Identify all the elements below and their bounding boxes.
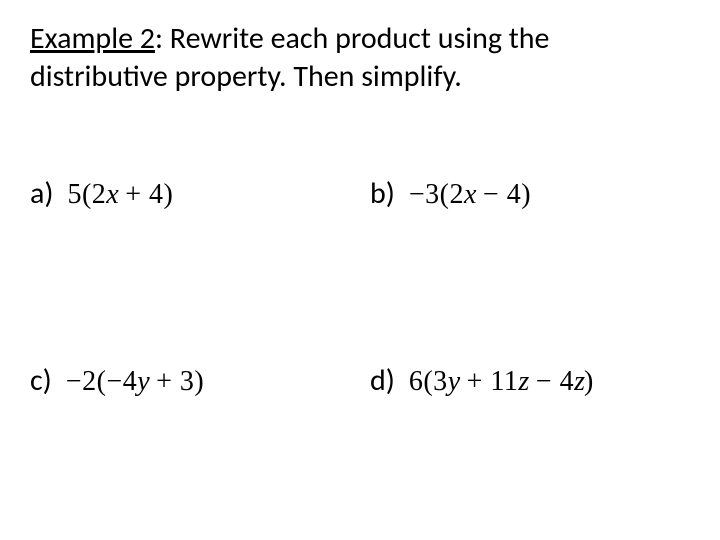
- expr-var: x: [106, 179, 117, 210]
- page: Example 2: Rewrite each product using th…: [0, 0, 720, 540]
- expr-var: y: [137, 366, 148, 397]
- expr-coef: −2(−4: [66, 366, 137, 397]
- expr-var: x: [464, 179, 475, 210]
- expr-mid: − 4: [528, 366, 574, 397]
- example-heading: Example 2: Rewrite each product using th…: [30, 20, 690, 95]
- example-label: Example 2: [30, 20, 155, 57]
- expr-coef: 6(3: [409, 366, 448, 397]
- problem-d-label: d): [370, 362, 395, 399]
- problem-c-expression: −2(−4y + 3): [66, 366, 204, 398]
- expr-coef: 5(2: [67, 179, 106, 210]
- expr-tail: − 4): [475, 179, 531, 210]
- problem-c-label: c): [30, 362, 52, 399]
- problem-a: a) 5(2x + 4): [30, 175, 350, 212]
- problem-a-label: a): [30, 175, 53, 212]
- expr-var: z: [574, 366, 584, 397]
- problem-b-label: b): [370, 175, 395, 212]
- expr-tail: ): [584, 366, 594, 397]
- expr-var: z: [518, 366, 528, 397]
- problem-b: b) −3(2x − 4): [370, 175, 690, 212]
- problem-c: c) −2(−4y + 3): [30, 362, 350, 399]
- problem-d: d) 6(3y + 11z − 4z): [370, 362, 690, 399]
- expr-tail: + 4): [118, 179, 174, 210]
- problem-b-expression: −3(2x − 4): [409, 179, 531, 211]
- expr-tail: + 3): [149, 366, 205, 397]
- problems-grid: a) 5(2x + 4) b) −3(2x − 4) c) −2(−4y + 3…: [30, 175, 690, 399]
- expr-var: y: [448, 366, 459, 397]
- problem-d-expression: 6(3y + 11z − 4z): [409, 366, 594, 398]
- problem-a-expression: 5(2x + 4): [67, 179, 173, 211]
- expr-mid: + 11: [459, 366, 518, 397]
- expr-coef: −3(2: [409, 179, 464, 210]
